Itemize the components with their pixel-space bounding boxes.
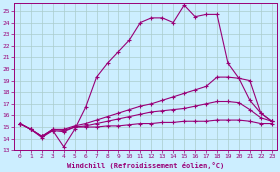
X-axis label: Windchill (Refroidissement éolien,°C): Windchill (Refroidissement éolien,°C) — [67, 162, 225, 169]
